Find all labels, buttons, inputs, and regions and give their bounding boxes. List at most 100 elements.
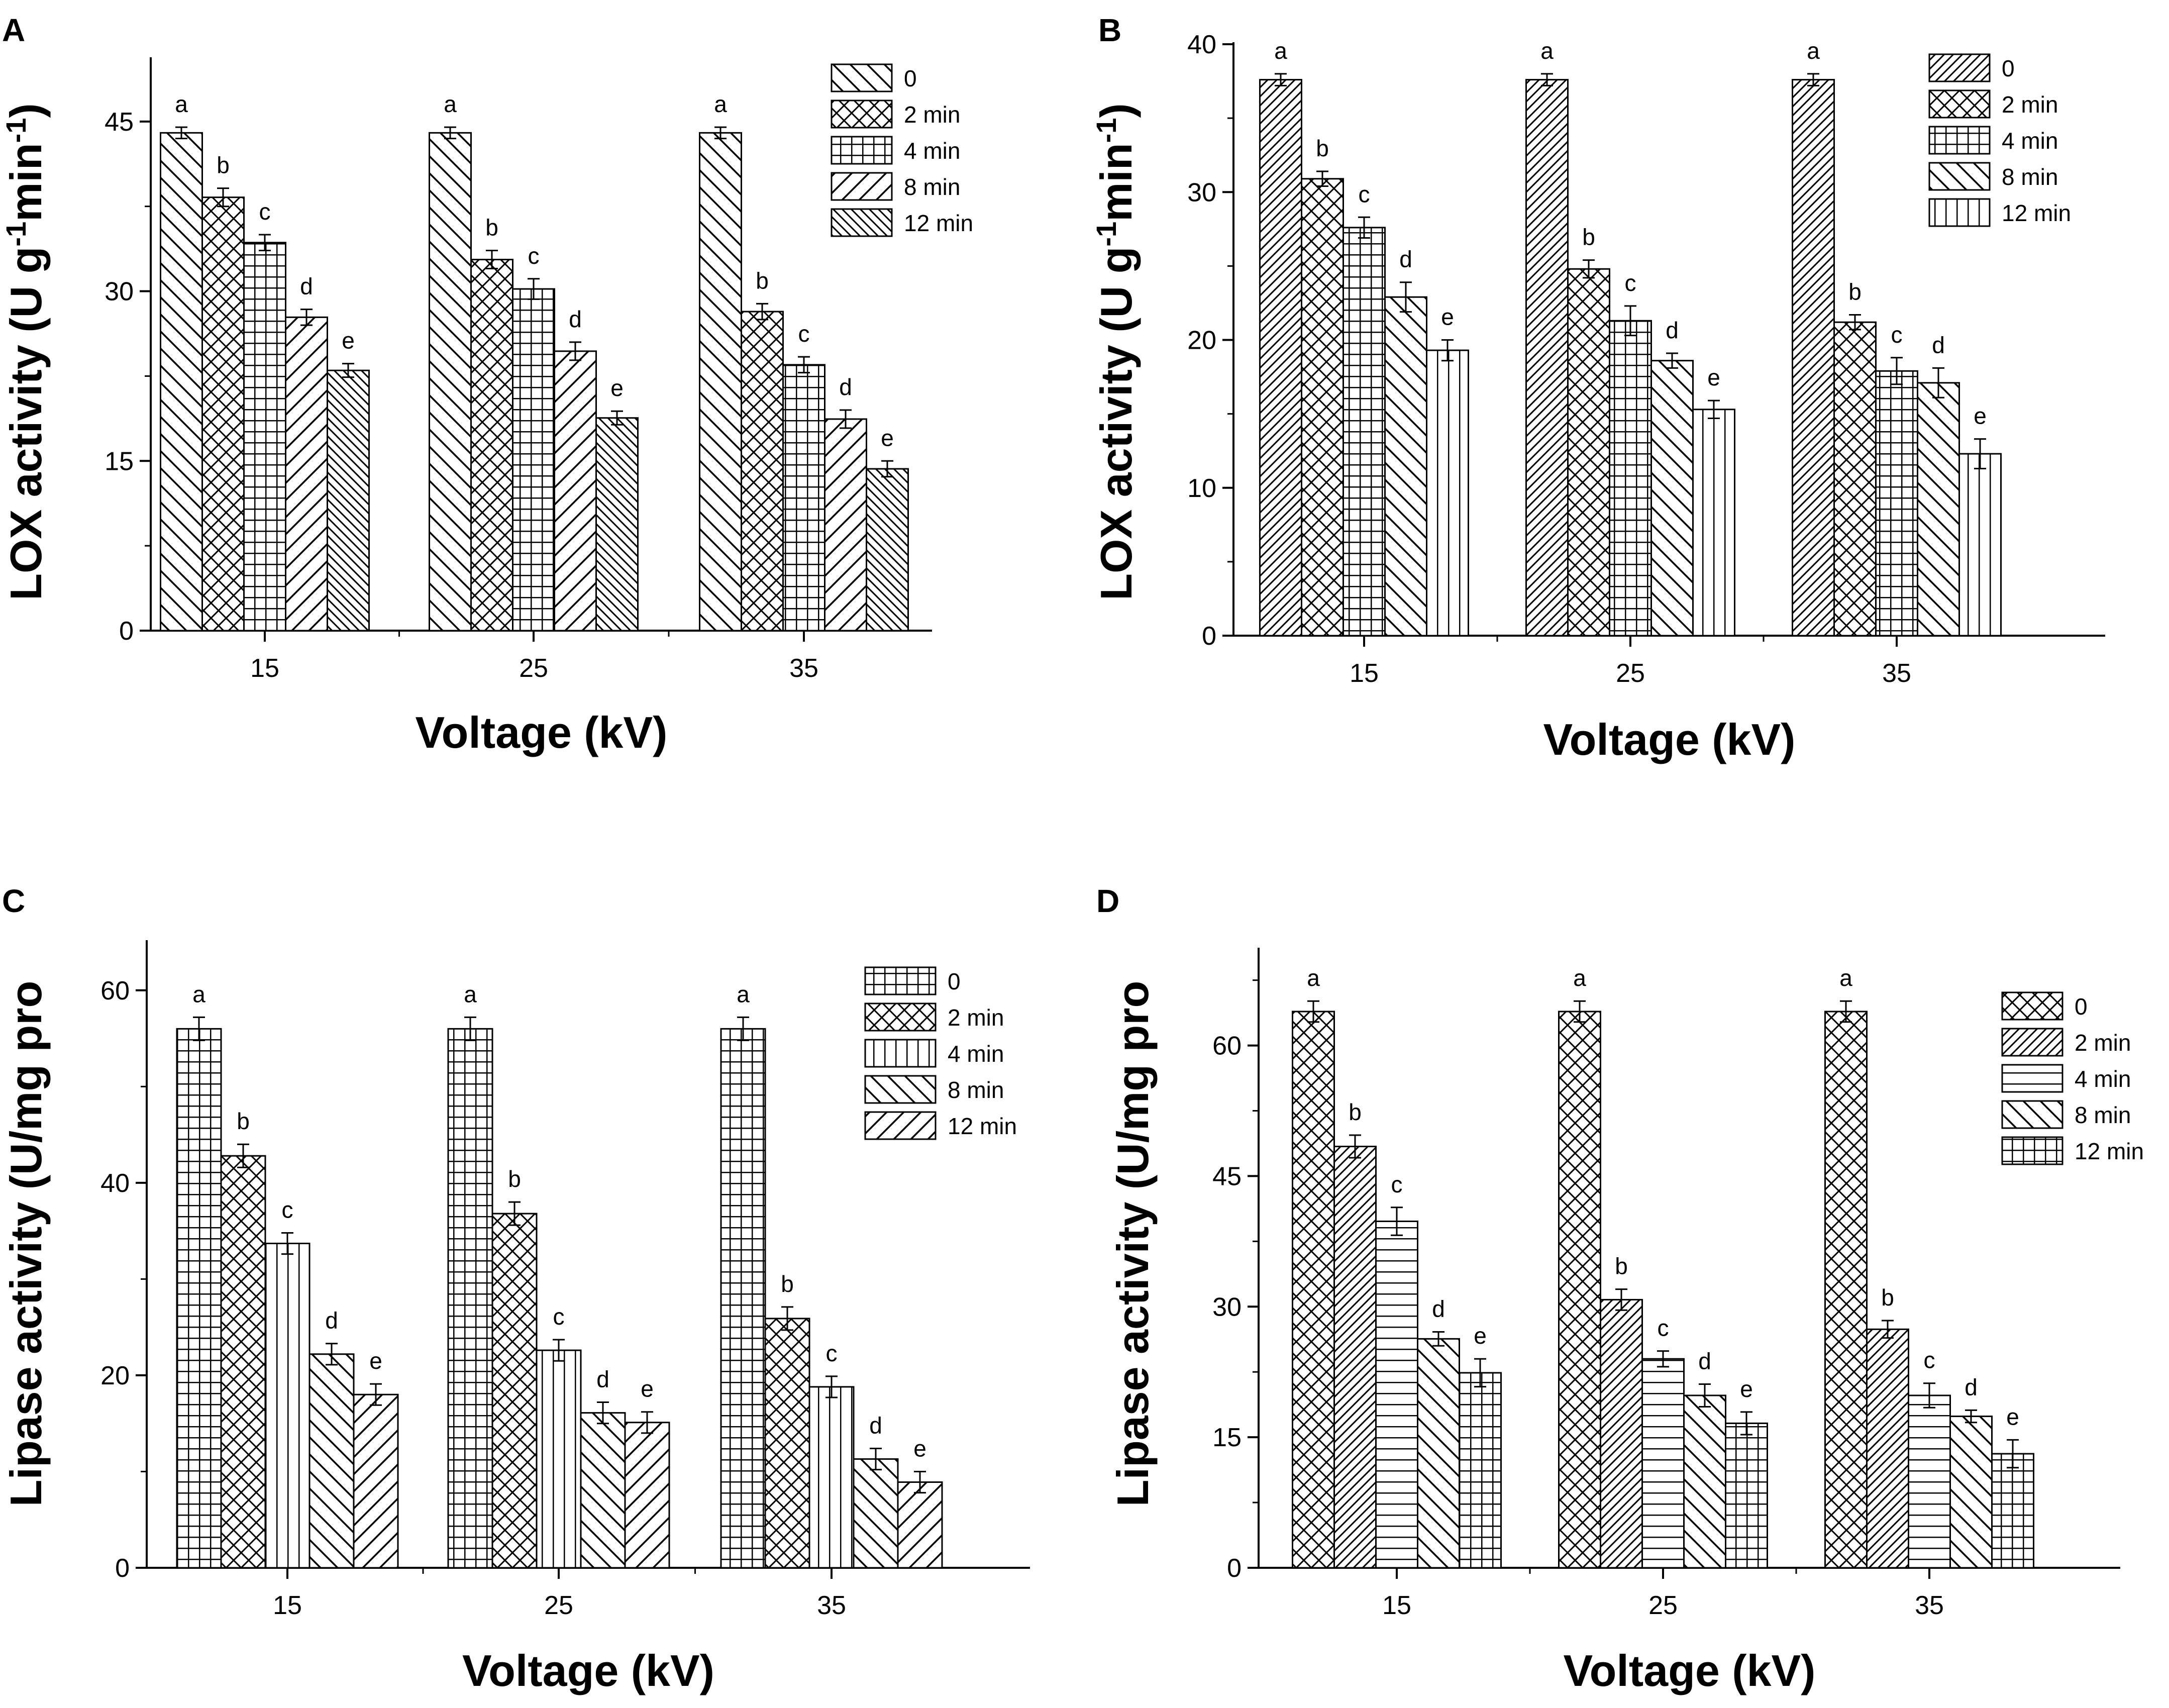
y-axis-title: LOX activity (U g-1min-1) [0, 103, 51, 600]
significance-letter: a [175, 91, 188, 117]
significance-letter: d [1432, 1296, 1445, 1322]
legend-swatch [831, 136, 893, 165]
x-tick-label: 25 [544, 1591, 573, 1620]
significance-letter: b [756, 267, 769, 293]
legend-swatch [2001, 1100, 2063, 1129]
legend-swatch [2001, 1136, 2063, 1165]
significance-letter: b [1349, 1099, 1362, 1125]
y-tick-label: 20 [1187, 326, 1216, 355]
y-title-sup: -1 [0, 222, 32, 247]
x-tick-label: 35 [817, 1591, 846, 1620]
legend-swatch [864, 1111, 937, 1140]
x-tick-label: 25 [1616, 659, 1645, 688]
significance-letter: b [1615, 1253, 1628, 1279]
legend-label: 12 min [904, 210, 973, 236]
legend-swatch [1928, 198, 1991, 227]
y-axis-title: Lipase activity (U/mg pro [1, 981, 51, 1506]
y-title-main: LOX activity (U g [1091, 247, 1141, 600]
panel-label: A [2, 12, 25, 48]
significance-letter: b [217, 152, 230, 178]
significance-letter: a [444, 91, 457, 117]
x-tick-label: 35 [1915, 1591, 1944, 1620]
legend-label: 8 min [2075, 1102, 2131, 1128]
x-axis-title: Voltage (kV) [462, 1646, 714, 1695]
bar [429, 132, 472, 632]
panel-b: B 0 10 20 30 40 15 25 35 a a a b b b c c c d d d e e e 0 2 min 4 m… [1090, 12, 2105, 764]
bar [176, 1028, 222, 1569]
panel-c: C 0 20 40 60 15 25 35 a a a b b b c c c d d d e e e 0 2 min 4 min… [1, 883, 1030, 1695]
significance-letter: e [1740, 1376, 1753, 1402]
x-tick-label: 35 [789, 654, 818, 683]
bar [1259, 79, 1302, 637]
y-tick-label: 15 [1212, 1423, 1242, 1452]
x-tick-label: 15 [1350, 659, 1379, 688]
bar [512, 288, 555, 632]
significance-letter: a [1573, 965, 1586, 991]
bar [1908, 1394, 1951, 1569]
significance-letter: b [1848, 278, 1862, 305]
significance-letter: a [192, 981, 205, 1007]
x-tick-label: 35 [1882, 659, 1911, 688]
bar [624, 1422, 670, 1569]
significance-letter: c [1359, 181, 1370, 207]
legend-swatch [2001, 1028, 2063, 1057]
bar [699, 132, 742, 632]
bar [1833, 321, 1877, 637]
legend-swatch [831, 208, 893, 237]
bar [1958, 453, 2002, 637]
bar [1650, 360, 1694, 637]
legend-label: 12 min [2075, 1138, 2144, 1164]
significance-letter: a [1540, 38, 1554, 64]
significance-letter: b [237, 1108, 250, 1134]
bar [1426, 349, 1469, 637]
significance-letter: e [1474, 1323, 1487, 1349]
significance-letter: e [913, 1435, 926, 1461]
legend-label: 8 min [948, 1077, 1004, 1103]
legend: 0 2 min 4 min 8 min 12 min [2001, 991, 2144, 1165]
significance-letter: e [342, 328, 355, 354]
bar [1824, 1011, 1868, 1569]
y-title-sup: -1 [0, 118, 32, 143]
bar [595, 417, 639, 632]
legend-label: 2 min [948, 1004, 1004, 1031]
legend: 0 2 min 4 min 8 min 12 min [831, 63, 973, 237]
panel-d: D 0 15 30 45 60 15 25 35 a a a b b b c c c d d d e e e 0 2 min 4 m… [1096, 883, 2144, 1695]
legend-label: 8 min [904, 174, 960, 200]
bar [447, 1028, 493, 1569]
bar [201, 196, 245, 632]
significance-letter: d [325, 1308, 338, 1334]
legend-label: 2 min [2002, 91, 2058, 118]
significance-letter: e [1441, 304, 1454, 330]
y-tick-label: 10 [1187, 474, 1216, 503]
x-tick-label: 15 [250, 654, 279, 683]
significance-letter: c [528, 243, 540, 269]
legend-swatch [1928, 126, 1991, 155]
legend-label: 0 [2002, 55, 2015, 81]
significance-letter: b [1881, 1284, 1894, 1311]
significance-letter: c [1658, 1315, 1669, 1341]
y-tick-label: 30 [1187, 178, 1216, 207]
legend-swatch [831, 63, 893, 92]
y-tick-label: 60 [1212, 1032, 1242, 1061]
bar [491, 1213, 538, 1569]
significance-letter: b [1582, 224, 1595, 250]
bar [264, 1243, 311, 1569]
legend-swatch [831, 172, 893, 201]
significance-letter: c [826, 1340, 838, 1366]
y-title-end: ) [1, 103, 51, 118]
significance-letter: c [1891, 322, 1903, 348]
significance-letter: d [300, 273, 313, 299]
bar [470, 259, 513, 632]
significance-letter: c [1391, 1171, 1403, 1197]
legend-swatch [1928, 89, 1991, 119]
y-title-main: Lipase activity (U/mg pro [1, 981, 51, 1506]
y-title-main: Lipase activity (U/mg pro [1108, 981, 1158, 1506]
bar [1641, 1358, 1685, 1569]
significance-letter: b [1316, 135, 1329, 161]
y-tick-label: 45 [105, 108, 134, 137]
significance-letter: e [1707, 364, 1720, 390]
legend-label: 2 min [2075, 1030, 2131, 1056]
y-title-main: LOX activity (U g [1, 247, 51, 600]
significance-letter: c [259, 198, 271, 225]
bar [897, 1481, 943, 1569]
